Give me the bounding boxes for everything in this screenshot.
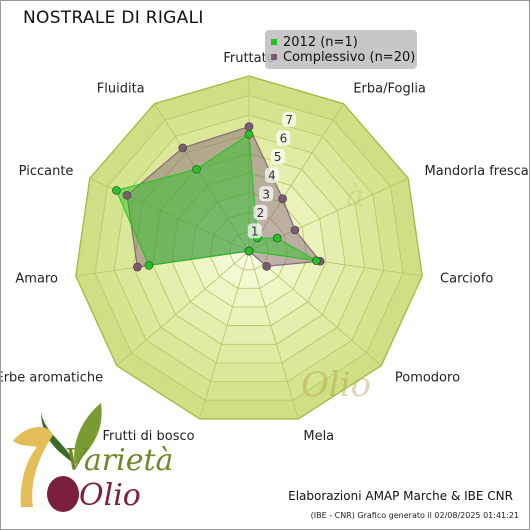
radar-series	[112, 122, 325, 272]
radar-spoke	[248, 103, 344, 252]
legend-entry: Complessivo (n=20)	[283, 50, 415, 65]
tick-label: 1	[251, 224, 259, 238]
radar-grid-ring	[171, 172, 327, 327]
radar-grid-ring	[210, 211, 288, 289]
logo-variety-text: Varietà	[65, 443, 173, 478]
legend-entry: 2012 (n=1)	[283, 35, 358, 50]
radar-grid-ring	[152, 153, 346, 345]
radar-grid-ring	[94, 94, 404, 401]
axis-label: Mela	[303, 429, 334, 444]
tick-label-bg	[247, 223, 262, 239]
watermark-olio: Olio	[301, 365, 371, 405]
axis-label: Erbe aromatiche	[1, 370, 103, 385]
series-point	[133, 262, 142, 272]
tick-label-bg	[276, 130, 291, 146]
radar-grid-ring	[190, 192, 308, 308]
radar-spoke	[199, 250, 250, 420]
chart-title: NOSTRALE DI RIGALI	[23, 8, 204, 28]
series-point	[244, 130, 254, 139]
axis-label: Fluidita	[97, 82, 145, 97]
series-point	[272, 233, 282, 243]
logo-olio-text: Olio	[79, 478, 141, 513]
watermark-logo: Olio à	[301, 179, 371, 405]
axis-label: Fruttato	[223, 51, 274, 66]
legend-marker	[271, 54, 277, 60]
radar-spoke	[248, 250, 382, 366]
logo-number-one	[13, 427, 53, 507]
tick-label: 6	[280, 132, 288, 146]
radar-grid-ring	[133, 133, 365, 364]
series-point	[178, 143, 188, 153]
variety-olio-logo: Varietà Olio	[13, 403, 173, 513]
series-point	[244, 122, 254, 131]
watermark-variety: à	[346, 179, 364, 214]
series-point	[112, 186, 121, 195]
axis-label: Carciofo	[440, 271, 493, 286]
legend-marker	[271, 39, 277, 45]
tick-label-bg	[264, 167, 279, 183]
tick-label-bg	[259, 186, 274, 202]
radar-grid-ring	[75, 75, 423, 420]
tick-label-bg	[270, 149, 285, 165]
tick-label: 4	[268, 169, 276, 183]
axis-label: Frutti di bosco	[102, 429, 194, 444]
logo-leaf-light	[74, 403, 102, 465]
tick-label: 3	[262, 187, 270, 201]
logo-olive	[47, 476, 79, 512]
tick-label: 5	[274, 150, 282, 164]
series-point	[262, 261, 271, 271]
tick-label: 2	[257, 206, 265, 220]
series-point	[122, 190, 132, 200]
series-point	[312, 256, 321, 265]
series-point	[244, 246, 254, 256]
axis-label: Piccante	[19, 164, 74, 179]
series-point	[144, 261, 154, 270]
axis-label: Mandorla fresca	[425, 164, 529, 179]
logo-leaf-dark	[41, 411, 73, 463]
radar-spoke	[116, 250, 250, 366]
tick-label-bg	[253, 204, 268, 220]
axis-label: Erba/Foglia	[353, 82, 426, 97]
series-point	[290, 225, 300, 235]
footer-text: (IBE - CNR) Grafico generato il 02/08/20…	[310, 511, 519, 520]
radar-grid-ring	[113, 114, 385, 383]
radar-grid-ring	[229, 231, 269, 271]
axis-label: Pomodoro	[395, 370, 460, 385]
series-area	[126, 125, 322, 268]
series-point	[278, 194, 287, 203]
axis-labels: Fruttato Erba/Foglia Mandorla fresca Carcio…	[1, 51, 529, 444]
radar-spoke	[248, 250, 299, 420]
legend-box	[265, 30, 417, 69]
series-point	[192, 164, 201, 174]
tick-label-bg	[282, 111, 297, 127]
tick-labels: 1 2 3 4 5 6 7	[247, 111, 297, 239]
legend: 2012 (n=1)Complessivo (n=20)	[265, 30, 417, 69]
axis-label: Amaro	[15, 271, 58, 286]
credit-text: Elaborazioni AMAP Marche & IBE CNR	[288, 489, 513, 503]
tick-label: 7	[285, 113, 293, 127]
radar-spoke	[154, 103, 250, 252]
